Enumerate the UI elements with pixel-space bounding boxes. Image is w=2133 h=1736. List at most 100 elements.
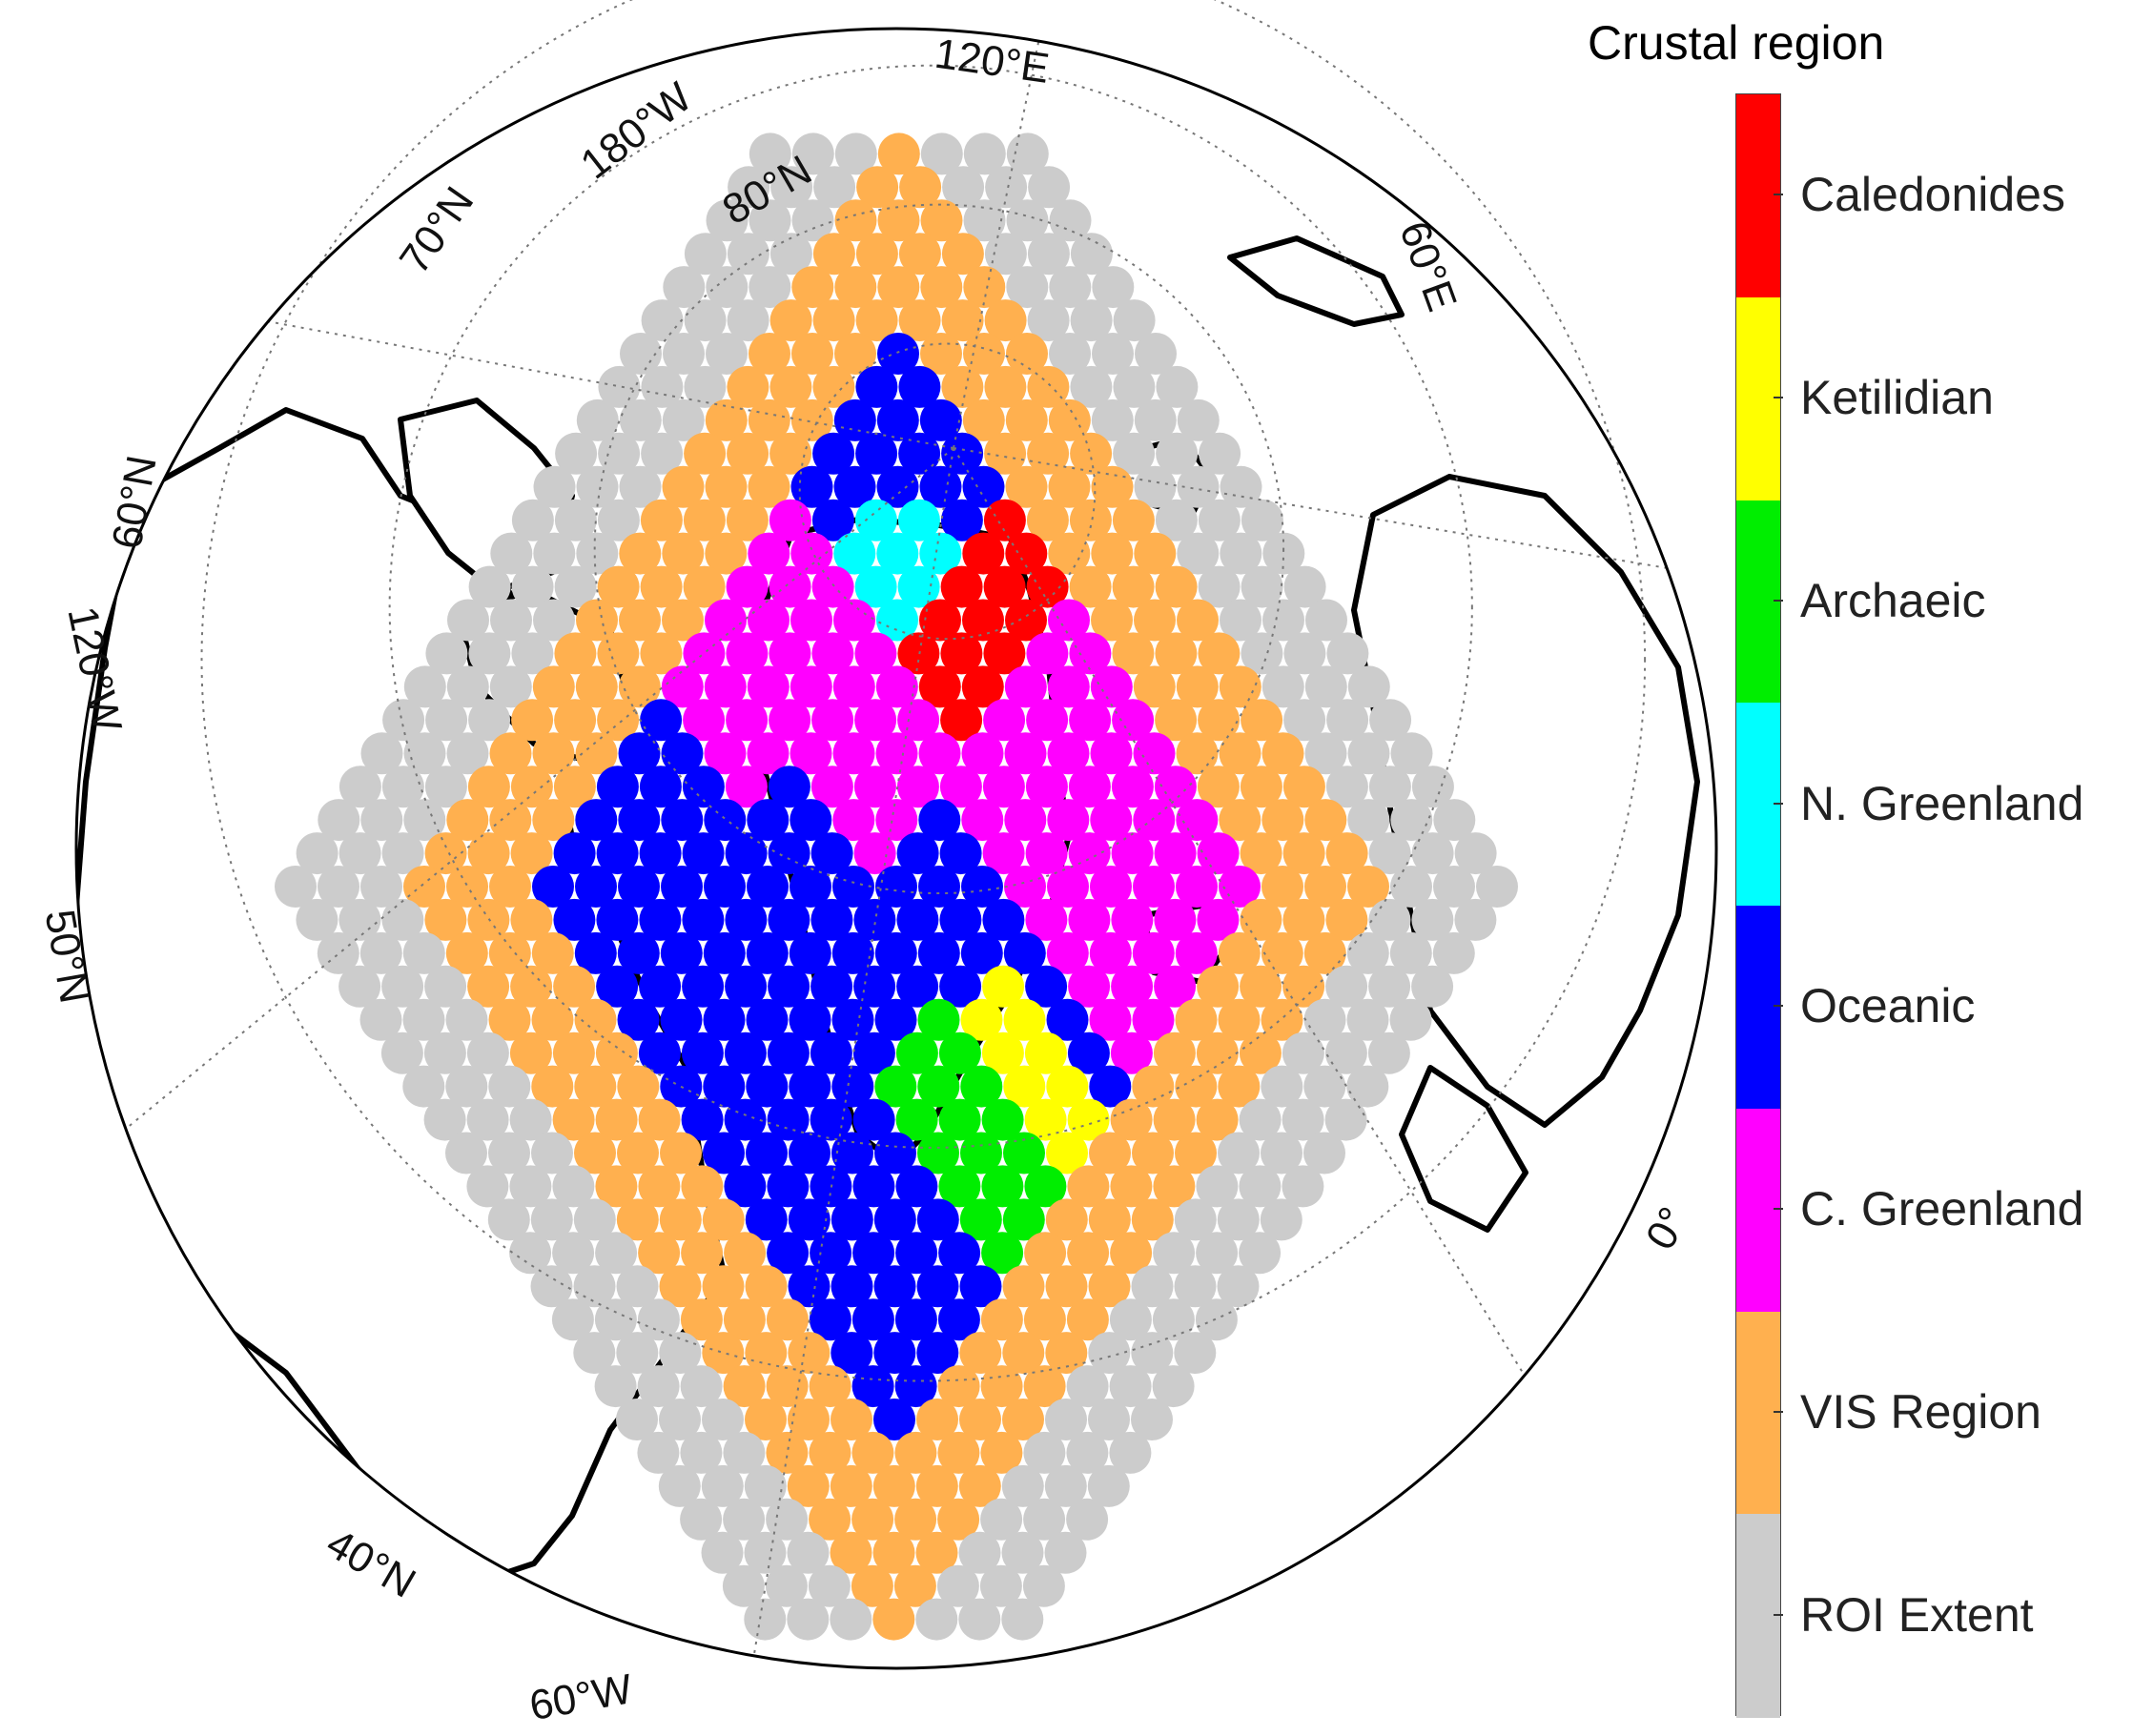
grid-cell [658, 1464, 701, 1507]
grid-cell [833, 465, 876, 508]
grid-cell [1070, 432, 1113, 475]
grid-cell [1045, 1265, 1088, 1308]
grid-cell [917, 998, 960, 1041]
grid-cell [681, 1098, 724, 1141]
grid-cell [1025, 965, 1068, 1008]
grid-cell [467, 832, 510, 875]
grid-cell [812, 432, 855, 475]
grid-cell [1066, 1431, 1109, 1474]
grid-cell [1217, 1265, 1260, 1308]
grid-cell [809, 1298, 851, 1341]
grid-cell [1368, 965, 1411, 1008]
grid-cell [490, 599, 532, 642]
grid-cell [854, 565, 897, 608]
legend-label: Ketilidian [1800, 371, 1994, 425]
grid-cell [789, 1065, 831, 1108]
grid-cell [1090, 866, 1132, 908]
grid-cell [747, 866, 789, 908]
grid-cell [1047, 799, 1090, 842]
grid-cell [683, 699, 726, 742]
grid-cell [766, 1298, 809, 1341]
grid-cell [851, 1564, 893, 1607]
grid-cell [1023, 1298, 1066, 1341]
grid-cell [490, 532, 533, 575]
grid-cell [424, 832, 467, 875]
grid-cell [594, 1365, 637, 1408]
grid-cell [854, 632, 897, 675]
grid-cell [790, 866, 831, 908]
grid-cell [1260, 1198, 1302, 1241]
legend-label: Caledonides [1800, 168, 2065, 222]
grid-cell [918, 732, 961, 775]
grid-cell [812, 365, 855, 408]
grid-cell [1197, 898, 1240, 941]
grid-cell [1218, 998, 1261, 1041]
grid-cell [980, 1298, 1023, 1341]
grid-cell [446, 665, 489, 708]
grid-cell [1175, 1132, 1217, 1174]
grid-cell [810, 1031, 852, 1074]
grid-cell [704, 799, 747, 842]
grid-cell [573, 1198, 616, 1241]
grid-cell [1433, 866, 1475, 908]
grid-cell [872, 1531, 915, 1574]
grid-cell [637, 1431, 680, 1474]
grid-cell [984, 233, 1027, 276]
grid-cell [920, 199, 963, 242]
grid-cell [937, 1498, 980, 1541]
grid-cell [963, 266, 1006, 309]
grid-cell [1346, 1065, 1389, 1108]
grid-cell [919, 532, 962, 575]
label-lat-40n: 40°N [318, 1520, 423, 1607]
grid-cell [575, 866, 617, 908]
grid-cell [659, 1198, 702, 1241]
grid-cell [1155, 699, 1198, 742]
grid-cell [553, 898, 596, 941]
grid-cell [318, 866, 359, 908]
grid-cell [509, 1098, 552, 1141]
grid-cell [853, 766, 896, 808]
grid-cell [1004, 799, 1047, 842]
grid-cell [1133, 665, 1176, 708]
grid-cell [1088, 1399, 1130, 1440]
grid-cell [1218, 1065, 1261, 1108]
grid-cell [1220, 532, 1262, 575]
grid-cell [598, 432, 641, 475]
grid-cell [1027, 233, 1070, 276]
grid-cell [511, 499, 554, 541]
grid-cell [1112, 632, 1155, 675]
grid-cell [1152, 1298, 1195, 1341]
grid-cell [1113, 299, 1156, 342]
grid-cell [1067, 1098, 1110, 1141]
grid-cell [830, 1598, 872, 1641]
grid-cell [596, 965, 639, 1008]
grid-cell [1326, 632, 1369, 675]
grid-cell [854, 499, 897, 541]
grid-cell [938, 1031, 981, 1074]
grid-cell [727, 365, 769, 408]
grid-cell [961, 732, 1004, 775]
grid-cell [747, 799, 790, 842]
grid-cell [1133, 866, 1175, 908]
grid-cell [1154, 898, 1197, 941]
grid-cell [619, 398, 662, 441]
grid-cell [790, 732, 832, 775]
grid-cell [855, 233, 898, 276]
grid-cell [1046, 998, 1089, 1041]
grid-cell [832, 866, 874, 908]
grid-cell [531, 931, 574, 974]
grid-cell [638, 1232, 681, 1275]
grid-cell [488, 1065, 531, 1108]
grid-cell [318, 799, 360, 842]
grid-cell [1112, 499, 1155, 541]
grid-cell [618, 866, 660, 908]
grid-cell [1066, 1298, 1109, 1341]
grid-cell [853, 965, 896, 1008]
grid-cell [701, 1531, 744, 1574]
grid-cell [833, 599, 875, 642]
grid-cell [984, 432, 1027, 475]
grid-cell [1091, 398, 1134, 441]
grid-cell [360, 732, 403, 775]
grid-cell [576, 465, 619, 508]
